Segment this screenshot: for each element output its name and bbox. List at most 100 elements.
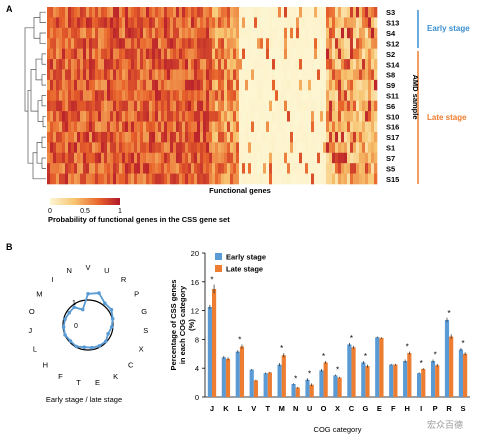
heatmap-cell: [308, 90, 312, 101]
heatmap-cell: [92, 17, 96, 29]
heatmap-cell: [86, 59, 90, 70]
heatmap-cell: [221, 121, 225, 133]
heatmap-cell: [125, 163, 129, 174]
heatmap-cell: [281, 111, 285, 122]
heatmap-cell: [83, 121, 87, 133]
heatmap-cell: [245, 142, 249, 154]
heatmap-cell: [83, 163, 87, 174]
heatmap-cell: [239, 111, 243, 122]
heatmap-cell: [239, 131, 243, 143]
heatmap-cell: [341, 121, 345, 133]
heatmap-cell: [320, 100, 324, 112]
heatmap-cell: [254, 59, 258, 70]
heatmap-cell: [344, 48, 348, 60]
heatmap-cell: [212, 90, 216, 101]
heatmap-cell: [71, 59, 75, 70]
heatmap-cell: [221, 38, 225, 49]
heatmap-cell: [302, 69, 306, 81]
heatmap-cell: [329, 17, 333, 29]
heatmap-cell: [221, 111, 225, 122]
heatmap-cell: [314, 7, 318, 18]
heatmap-cell: [134, 69, 138, 81]
heatmap-cell: [311, 17, 315, 29]
heatmap-cell: [374, 79, 378, 91]
heatmap-cell: [224, 163, 228, 174]
heatmap-cell: [341, 100, 345, 112]
sample-label: S2: [386, 50, 395, 59]
heatmap-cell: [254, 111, 258, 122]
heatmap-cell: [92, 48, 96, 60]
heatmap-cell: [212, 27, 216, 39]
heatmap-cell: [233, 90, 237, 101]
heatmap-cell: [302, 27, 306, 39]
radar-axis-label: L: [33, 344, 37, 353]
heatmap-cell: [101, 7, 105, 18]
heatmap-cell: [254, 79, 258, 91]
heatmap-cell: [158, 173, 162, 185]
heatmap-cell: [323, 48, 327, 60]
heatmap-cell: [299, 27, 303, 39]
heatmap-cell: [272, 17, 276, 29]
heatmap-cell: [182, 142, 186, 154]
heatmap-cell: [47, 79, 51, 91]
heatmap-cell: [71, 121, 75, 133]
heatmap-cell: [374, 121, 378, 133]
heatmap-cell: [185, 38, 189, 49]
heatmap-cell: [200, 7, 204, 18]
heatmap-cell: [317, 163, 321, 174]
heatmap-cell: [338, 121, 342, 133]
heatmap-cell: [320, 152, 324, 164]
heatmap-cell: [71, 152, 75, 164]
heatmap-cell: [146, 111, 150, 122]
heatmap-cell: [329, 131, 333, 143]
heatmap-cell: [80, 38, 84, 49]
heatmap-cell: [209, 121, 213, 133]
heatmap-cell: [125, 173, 129, 185]
heatmap-cell: [140, 152, 144, 164]
heatmap-cell: [152, 142, 156, 154]
heatmap-cell: [326, 100, 330, 112]
heatmap-cell: [239, 100, 243, 112]
heatmap-cell: [335, 121, 339, 133]
heatmap-cell: [71, 142, 75, 154]
heatmap-cell: [317, 100, 321, 112]
heatmap-cell: [158, 38, 162, 49]
heatmap-cell: [281, 142, 285, 154]
heatmap-cell: [323, 69, 327, 81]
heatmap-cell: [158, 142, 162, 154]
heatmap-cell: [194, 90, 198, 101]
heatmap-cell: [365, 152, 369, 164]
heatmap-cell: [332, 100, 336, 112]
heatmap-cell: [68, 27, 72, 39]
heatmap-cell: [131, 131, 135, 143]
x-tick-label: L: [238, 404, 243, 413]
heatmap-cell: [176, 90, 180, 101]
heatmap-cell: [356, 48, 360, 60]
heatmap-cell: [209, 152, 213, 164]
heatmap-cell: [143, 131, 147, 143]
heatmap-cell: [293, 100, 297, 112]
heatmap-cell: [146, 79, 150, 91]
heatmap-cell: [86, 121, 90, 133]
heatmap-cell: [104, 48, 108, 60]
heatmap-cell: [47, 131, 51, 143]
heatmap-cell: [116, 163, 120, 174]
heatmap-cell: [344, 111, 348, 122]
heatmap-cell: [371, 163, 375, 174]
heatmap-cell: [89, 121, 93, 133]
heatmap-cell: [47, 69, 51, 81]
heatmap-cell: [140, 90, 144, 101]
heatmap-cell: [200, 59, 204, 70]
radar-point: [63, 317, 67, 322]
heatmap-cell: [113, 173, 117, 185]
heatmap-cell: [83, 7, 87, 18]
heatmap-cell: [110, 142, 114, 154]
heatmap-cell: [122, 163, 126, 174]
heatmap-cell: [167, 131, 171, 143]
heatmap-cell: [365, 27, 369, 39]
heatmap-cell: [167, 38, 171, 49]
heatmap-cell: [335, 90, 339, 101]
heatmap-cell: [290, 111, 294, 122]
heatmap-cell: [257, 48, 261, 60]
heatmap-cell: [371, 100, 375, 112]
